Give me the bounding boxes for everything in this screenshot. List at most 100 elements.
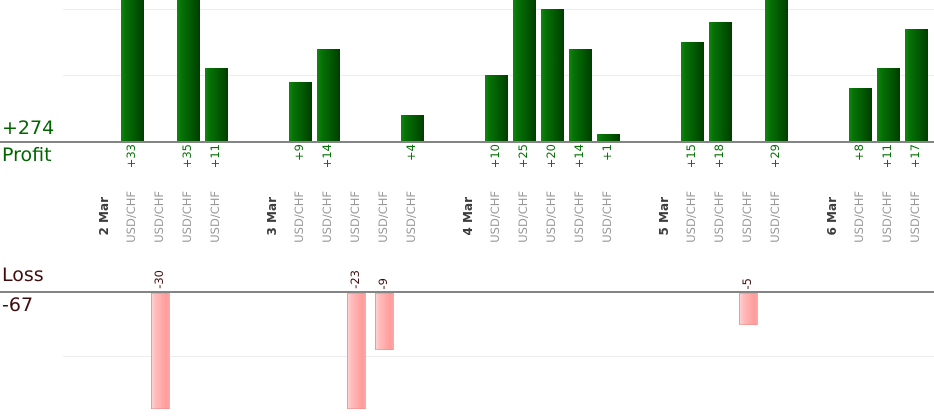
- profit-bar: [540, 9, 564, 141]
- profit-bar: [512, 0, 536, 141]
- symbol-label: USD/CHF: [208, 190, 223, 243]
- profit-value-label: +11: [880, 144, 895, 169]
- symbol-label: USD/CHF: [572, 190, 587, 243]
- symbol-label-wrap: USD/CHF: [902, 183, 930, 250]
- loss-value-label-wrap: -5: [734, 256, 762, 289]
- symbol-label-wrap: USD/CHF: [370, 183, 398, 250]
- profit-bar: [400, 114, 424, 141]
- profit-gridline: [63, 9, 934, 10]
- symbol-label: USD/CHF: [516, 190, 531, 243]
- loss-value-label: -5: [740, 277, 755, 289]
- profit-bar: [708, 22, 732, 141]
- profit-value-label: +14: [572, 144, 587, 169]
- symbol-label: USD/CHF: [768, 190, 783, 243]
- symbol-label: USD/CHF: [404, 190, 419, 243]
- symbol-label: USD/CHF: [712, 190, 727, 243]
- profit-value-label: +35: [180, 144, 195, 169]
- symbol-label: USD/CHF: [320, 190, 335, 243]
- symbol-label: USD/CHF: [740, 190, 755, 243]
- date-label: 3 Mar: [265, 197, 279, 236]
- loss-value-label-wrap: -9: [370, 256, 398, 289]
- date-label-wrap: 6 Mar: [818, 183, 846, 250]
- symbol-label-wrap: USD/CHF: [342, 183, 370, 250]
- loss-value-label: -23: [348, 270, 363, 289]
- profit-bar: [596, 134, 620, 141]
- loss-axis-title: Loss: [2, 264, 44, 286]
- profit-value-label: +4: [404, 144, 419, 161]
- symbol-label: USD/CHF: [488, 190, 503, 243]
- symbol-label-wrap: USD/CHF: [874, 183, 902, 250]
- symbol-label: USD/CHF: [292, 190, 307, 243]
- profit-bar: [904, 28, 928, 141]
- profit-value-label: +14: [320, 144, 335, 169]
- symbol-label-wrap: USD/CHF: [202, 183, 230, 250]
- profit-bar: [204, 68, 228, 141]
- symbol-label: USD/CHF: [348, 190, 363, 243]
- loss-value-label-wrap: -23: [342, 256, 370, 289]
- symbol-label-wrap: USD/CHF: [174, 183, 202, 250]
- symbol-label: USD/CHF: [684, 190, 699, 243]
- loss-bar: [738, 293, 758, 325]
- profit-value-label: +1: [600, 144, 615, 161]
- loss-bar: [346, 293, 366, 409]
- profit-value-label: +15: [684, 144, 699, 169]
- profit-total-value: +274: [2, 117, 55, 139]
- profit-bar: [288, 81, 312, 141]
- profit-value-label: +33: [124, 144, 139, 169]
- profit-bar: [568, 48, 592, 141]
- loss-total-value: -67: [2, 294, 34, 316]
- symbol-label: USD/CHF: [852, 190, 867, 243]
- loss-bar: [150, 293, 170, 409]
- symbol-label-wrap: USD/CHF: [678, 183, 706, 250]
- profit-panel: [0, 0, 934, 143]
- profit-value-label: +18: [712, 144, 727, 169]
- symbol-label-wrap: USD/CHF: [734, 183, 762, 250]
- symbol-label: USD/CHF: [544, 190, 559, 243]
- symbol-label: USD/CHF: [376, 190, 391, 243]
- symbol-label-wrap: USD/CHF: [286, 183, 314, 250]
- symbol-label-wrap: USD/CHF: [314, 183, 342, 250]
- profit-value-label: +25: [516, 144, 531, 169]
- symbol-label-wrap: USD/CHF: [538, 183, 566, 250]
- date-label: 4 Mar: [461, 197, 475, 236]
- profit-bar: [316, 48, 340, 141]
- symbol-label: USD/CHF: [124, 190, 139, 243]
- symbol-label-wrap: USD/CHF: [482, 183, 510, 250]
- profit-bar: [764, 0, 788, 141]
- profit-bar: [848, 88, 872, 141]
- profit-value-label: +20: [544, 144, 559, 169]
- symbol-label: USD/CHF: [880, 190, 895, 243]
- symbol-label: USD/CHF: [180, 190, 195, 243]
- profit-bar: [680, 42, 704, 141]
- profit-axis-title: Profit: [2, 144, 52, 166]
- symbol-label: USD/CHF: [152, 190, 167, 243]
- symbol-label-wrap: USD/CHF: [762, 183, 790, 250]
- profit-value-label: +17: [908, 144, 923, 169]
- profit-value-label: +11: [208, 144, 223, 169]
- symbol-label-wrap: USD/CHF: [846, 183, 874, 250]
- date-label-wrap: 3 Mar: [258, 183, 286, 250]
- loss-gridline: [63, 356, 934, 357]
- loss-panel: [0, 291, 934, 409]
- symbol-label-wrap: USD/CHF: [398, 183, 426, 250]
- date-label: 6 Mar: [825, 197, 839, 236]
- loss-value-label: -9: [376, 277, 391, 289]
- date-label: 5 Mar: [657, 197, 671, 236]
- date-label: 2 Mar: [97, 197, 111, 236]
- loss-value-label-wrap: -30: [146, 256, 174, 289]
- profit-value-label: +9: [292, 144, 307, 161]
- loss-value-label: -30: [152, 270, 167, 289]
- symbol-label-wrap: USD/CHF: [566, 183, 594, 250]
- profit-value-label: +29: [768, 144, 783, 169]
- symbol-label-wrap: USD/CHF: [146, 183, 174, 250]
- profit-bar: [176, 0, 200, 141]
- date-label-wrap: 4 Mar: [454, 183, 482, 250]
- symbol-label-wrap: USD/CHF: [118, 183, 146, 250]
- symbol-label-wrap: USD/CHF: [510, 183, 538, 250]
- symbol-label: USD/CHF: [600, 190, 615, 243]
- symbol-label-wrap: USD/CHF: [594, 183, 622, 250]
- symbol-label: USD/CHF: [908, 190, 923, 243]
- profit-bar: [484, 75, 508, 141]
- date-label-wrap: 5 Mar: [650, 183, 678, 250]
